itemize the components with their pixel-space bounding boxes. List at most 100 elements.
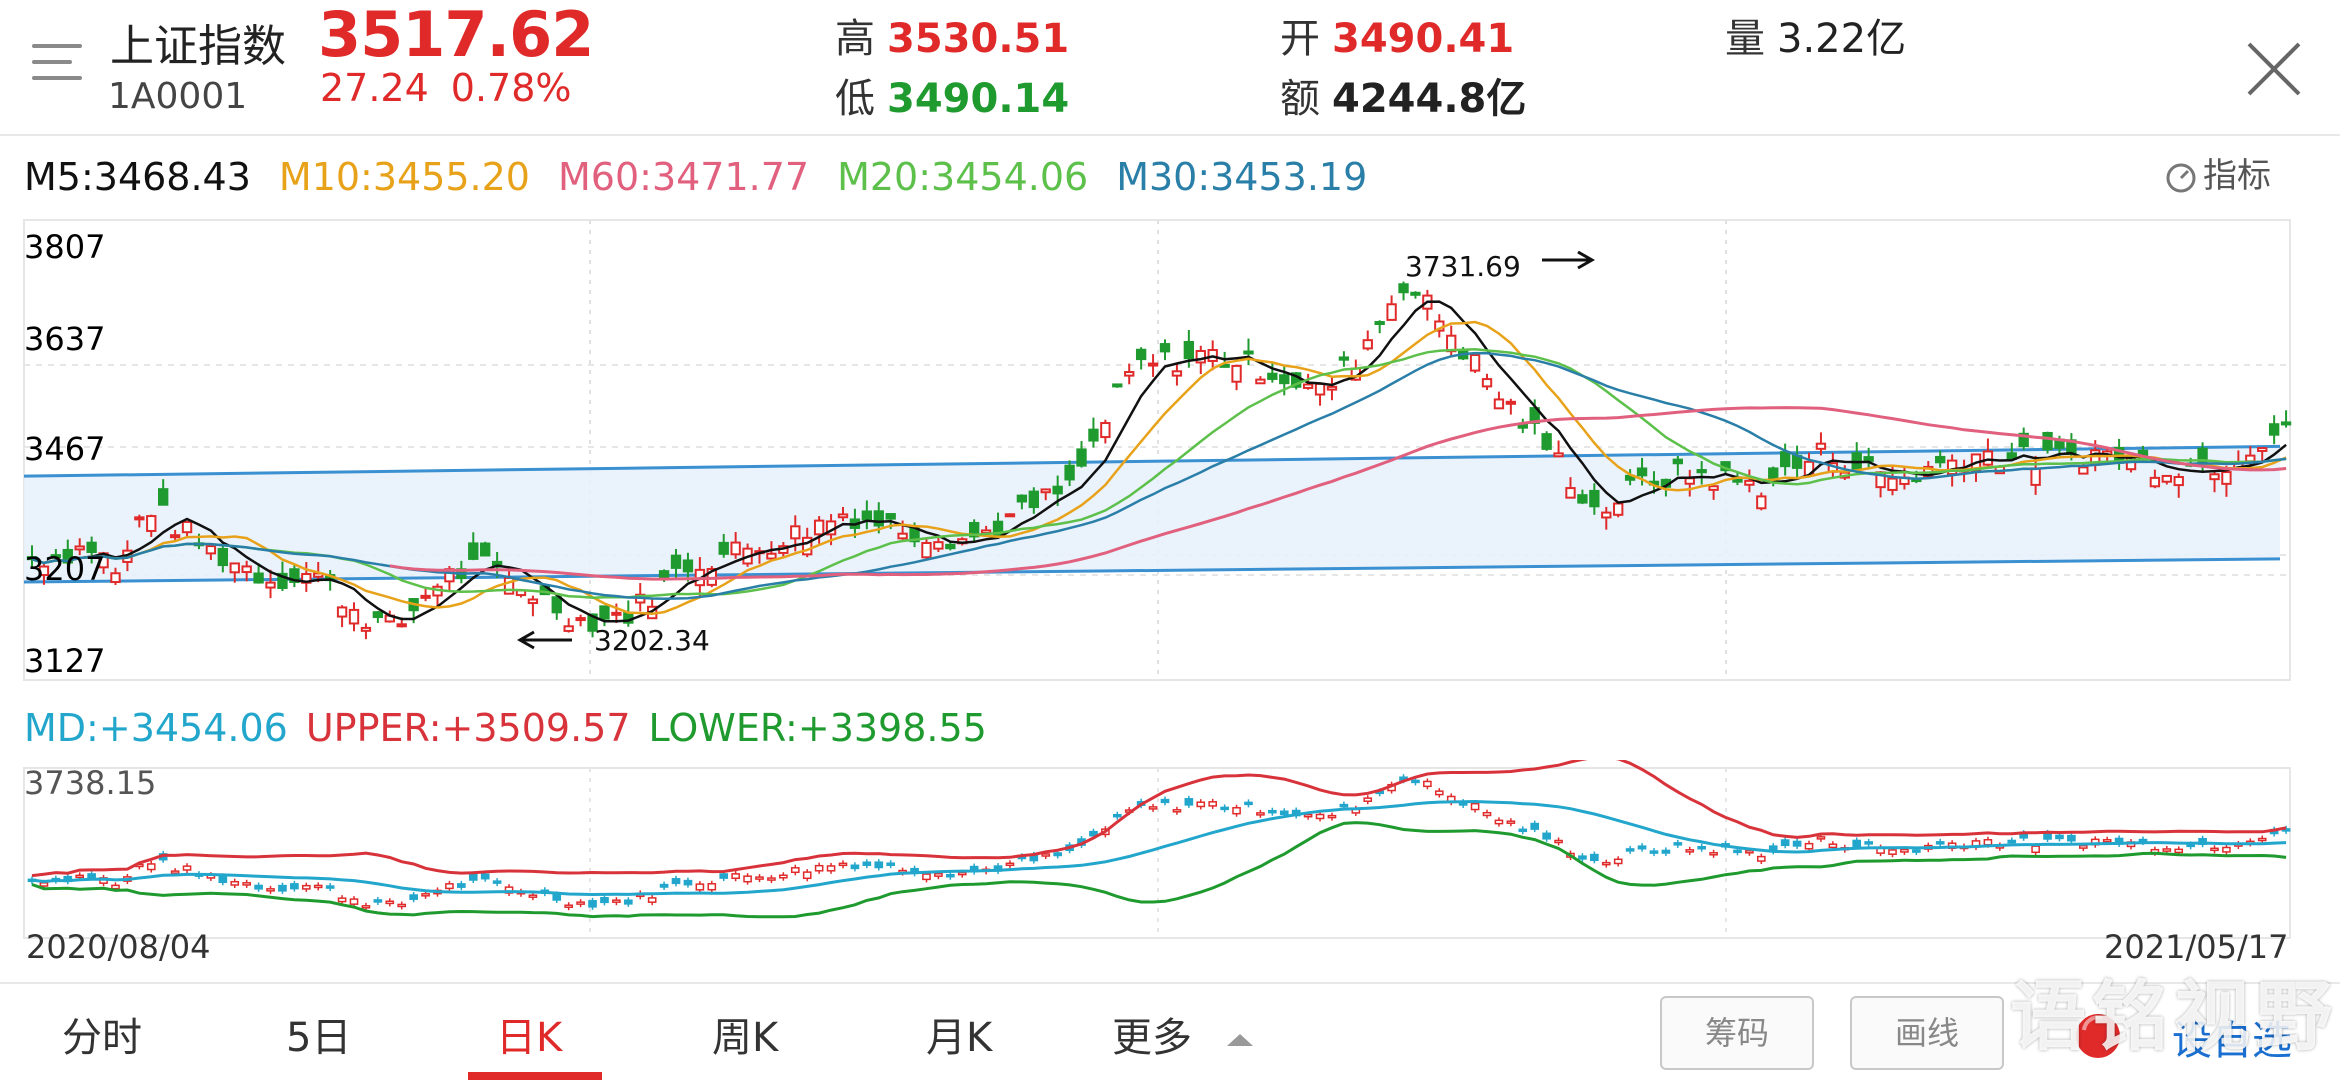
add-watchlist-button[interactable]: 设自选 (2172, 1018, 2292, 1064)
boll-candle-up (170, 870, 180, 874)
boll-candle-up (1196, 801, 1206, 808)
candle-down (885, 513, 896, 520)
ma60-label: M60:3471.77 (558, 155, 810, 199)
candle-up (575, 617, 586, 622)
candle-up (1195, 350, 1206, 364)
boll-candle-down (1279, 810, 1289, 815)
boll-candle-up (75, 874, 85, 879)
ytick-3127: 3127 (24, 642, 105, 680)
boll-candle-up (755, 876, 764, 880)
boll-candle-down (671, 878, 681, 885)
boll-candle-down (218, 875, 228, 884)
candle-down (1028, 490, 1039, 509)
boll-candle-down (1184, 798, 1194, 806)
candle-up (2221, 471, 2232, 485)
candle-up (933, 541, 944, 550)
menu-icon[interactable] (32, 40, 82, 84)
candle-down (289, 568, 300, 583)
candle-up (2161, 474, 2172, 483)
boll-candle-down (886, 862, 896, 866)
boll-candle-down (552, 893, 562, 901)
gauge-icon (2166, 163, 2196, 192)
candle-up (1314, 382, 1326, 396)
ytick-3637: 3637 (24, 320, 105, 358)
boll-candle-down (254, 884, 263, 890)
tab-more[interactable]: 更多 (1112, 1005, 1255, 1063)
candle-up (396, 623, 407, 628)
draw-line-button[interactable]: 画线 (1850, 996, 2004, 1070)
boll-candle-down (1780, 839, 1790, 847)
candle-up (1756, 495, 1767, 510)
boll-candle-down (623, 899, 633, 905)
boll-candle-down (1518, 828, 1528, 833)
boll-grid (23, 767, 2291, 939)
boll-candle-up (695, 883, 705, 891)
chips-button[interactable]: 筹码 (1660, 996, 1814, 1070)
candle-down (718, 541, 729, 555)
candle-down (1398, 283, 1409, 294)
tab-monthly-k[interactable]: 月K (926, 1015, 993, 1061)
candle-up (1481, 378, 1493, 388)
boll-candle-up (1303, 813, 1313, 818)
candle-up (1708, 485, 1719, 491)
candle-up (1100, 422, 1111, 439)
boll-candle-up (2078, 844, 2088, 849)
boll-candle-up (1828, 843, 1838, 849)
tab-daily-k[interactable]: 日K (496, 1015, 563, 1061)
candle-down (86, 541, 97, 553)
price-change: 27.24 0.78% (320, 66, 594, 110)
ma5-label: M5:3468.43 (24, 155, 251, 199)
candle-down (1374, 321, 1385, 326)
tab-intraday[interactable]: 分时 (62, 1015, 142, 1061)
tab-5day[interactable]: 5日 (286, 1015, 352, 1061)
tab-weekly-k[interactable]: 周K (712, 1015, 779, 1061)
candle-down (1267, 372, 1278, 380)
watermark: 语铭视野 (2010, 972, 2338, 1061)
boll-candle-up (1172, 809, 1182, 813)
candle-up (2245, 454, 2256, 463)
candle-down (62, 548, 73, 564)
kline-chart[interactable]: 3807 3637 3467 3207 3127 3731.69 3202.34 (0, 210, 2340, 690)
candle-down (158, 488, 169, 506)
boll-candle-up (397, 903, 407, 908)
amount-label: 额 (1280, 76, 1320, 122)
boll-candle-up (528, 894, 538, 898)
ma-lines (31, 300, 2287, 623)
change-value: 27.24 (320, 66, 429, 110)
annotation-high-arrow (1542, 250, 1596, 270)
add-watchlist-icon[interactable] (2070, 1004, 2126, 1060)
boll-candle-down (1542, 832, 1551, 840)
candle-up (1601, 511, 1612, 519)
candle-up (2078, 466, 2089, 475)
boll-candle-down (1637, 845, 1647, 850)
candle-down (372, 611, 384, 619)
indicator-button[interactable]: 指标 (2165, 148, 2271, 197)
candle-down (861, 510, 873, 521)
candle-up (1505, 400, 1517, 405)
candle-down (1052, 485, 1063, 495)
candle-up (1613, 502, 1624, 516)
boll-candle-down (2055, 834, 2064, 840)
candle-up (1744, 479, 1755, 486)
change-percent: 0.78% (450, 66, 572, 110)
boll-candle-up (1315, 813, 1325, 820)
boll-chart[interactable]: 3738.15 (0, 760, 2340, 960)
boll-candle-down (480, 873, 490, 880)
close-icon[interactable] (2245, 40, 2303, 98)
boll-candle-up (1232, 807, 1241, 815)
annotation-low-label: 3202.34 (594, 624, 710, 657)
boll-candle-up (230, 880, 240, 886)
boll-candle-up (1208, 801, 1218, 807)
volume-stat: 量 3.22亿 (1725, 6, 1906, 64)
tab-more-label: 更多 (1112, 1015, 1192, 1061)
candle-up (1040, 488, 1051, 494)
boll-candle-up (445, 883, 454, 890)
high-label: 高 (835, 16, 875, 62)
boll-candle-up (1554, 839, 1563, 844)
boll-candle-up (1005, 862, 1015, 867)
candle-up (205, 545, 217, 555)
candle-up (74, 545, 85, 551)
boll-candle-up (576, 901, 585, 905)
boll-candle-down (1530, 822, 1540, 830)
boll-candle-up (1613, 858, 1623, 865)
